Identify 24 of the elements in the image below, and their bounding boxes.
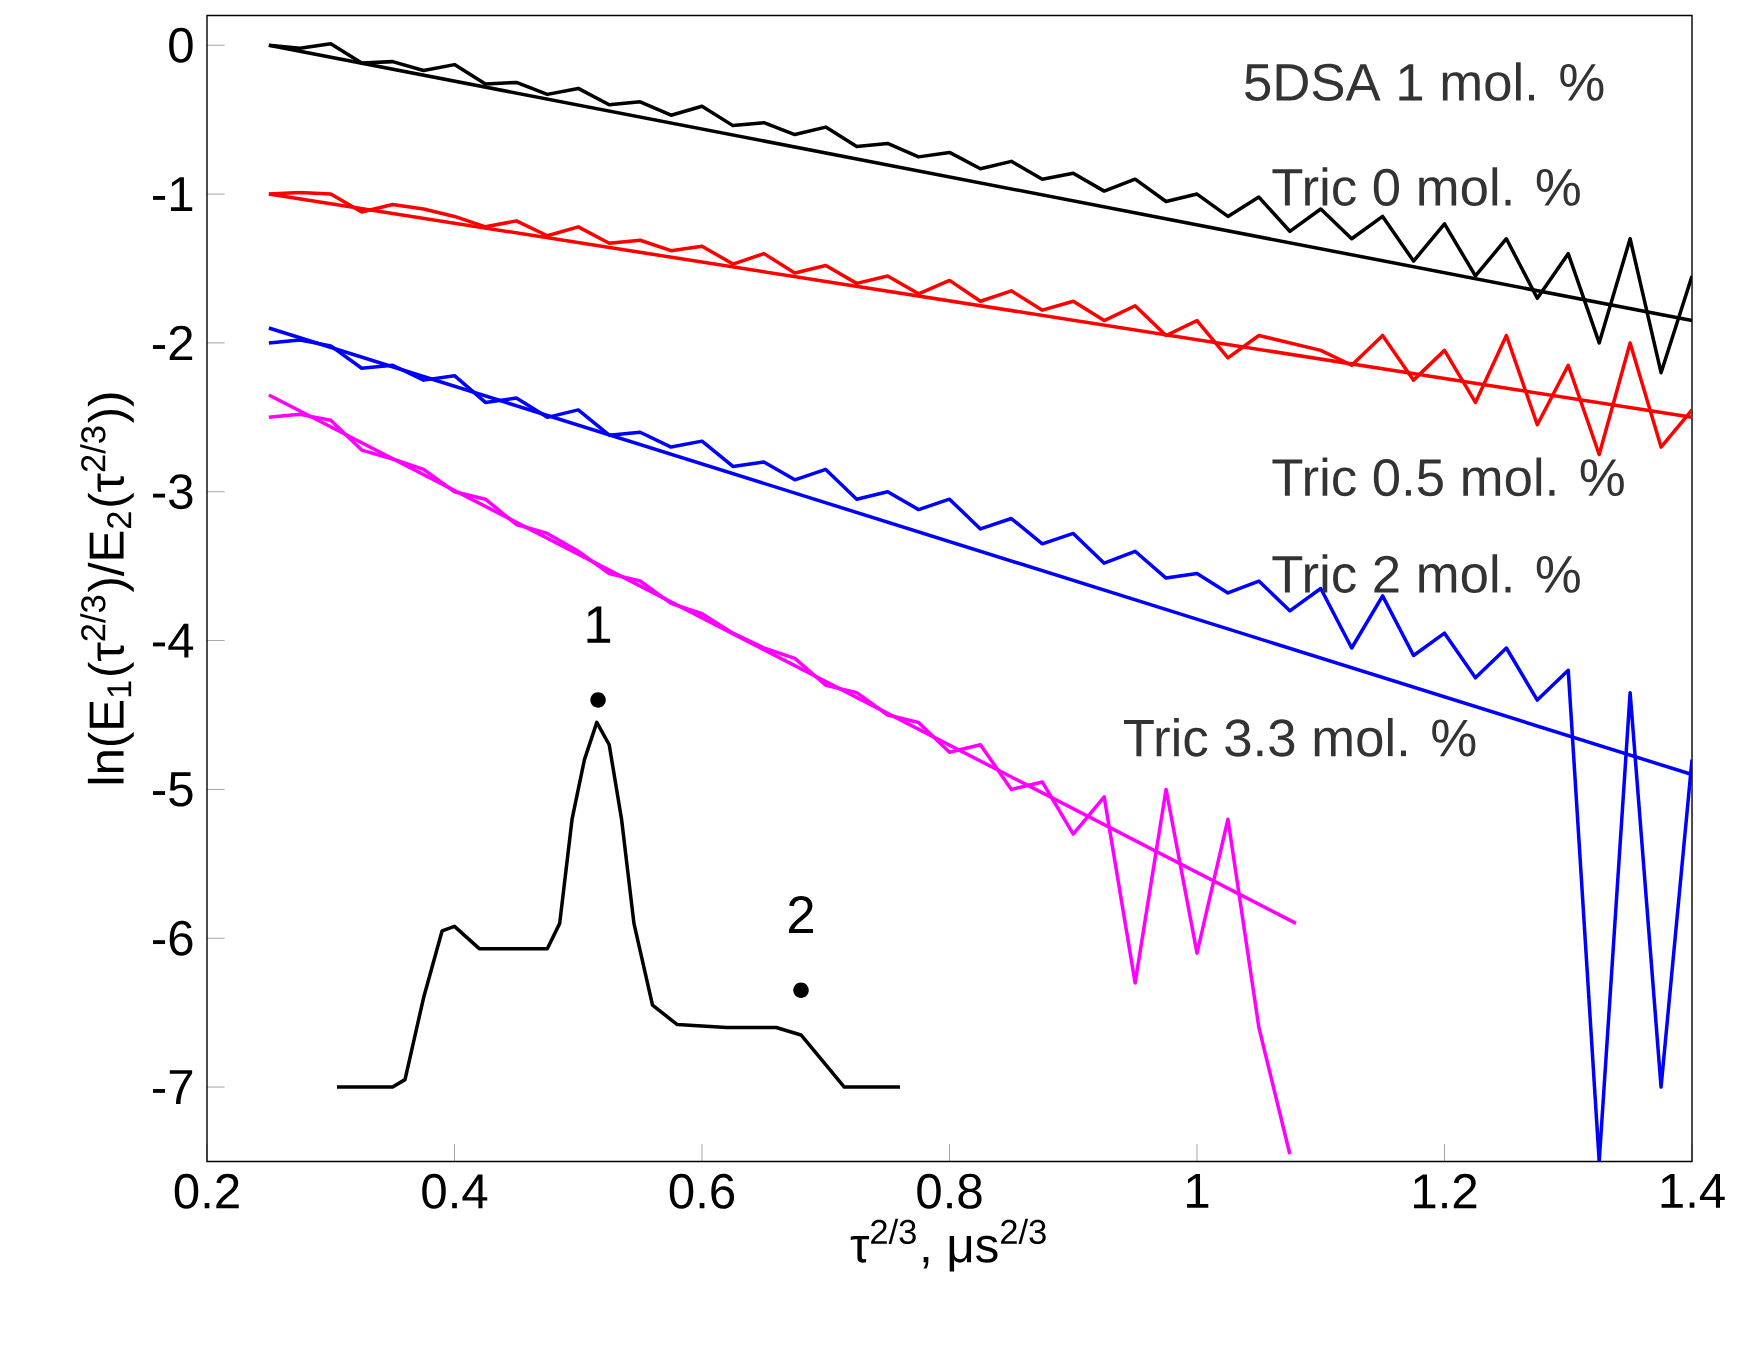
y-tick-label: -4: [153, 623, 194, 658]
series-label: Tric 2 mol. %: [1272, 554, 1580, 593]
x-tick-label: 0.6: [669, 1173, 735, 1209]
y-tick-label: 0: [169, 27, 193, 63]
x-axis-title: τ$^{2/3}$, μs$^{2/3}$: [850, 1218, 1046, 1272]
x-tick-label: 0.4: [422, 1173, 488, 1209]
x-tick-label: 1: [1187, 1173, 1209, 1208]
x-tick-label: 0.2: [174, 1173, 239, 1209]
x-tick-label: 0.8: [917, 1173, 982, 1209]
series-label: Tric 0.5 mol. %: [1272, 457, 1624, 497]
text: ln(E$_{1}$(τ$^{2/3}$)/E$_{2}$(τ$^{2/3}$)): [80, 393, 134, 784]
y-tick-label: -5: [153, 772, 193, 807]
y-tick-label: -1: [153, 177, 193, 212]
x-tick-label: 1.4: [1661, 1173, 1725, 1208]
y-tick-label: -6: [153, 920, 193, 956]
series-label: Tric 3.3 mol. %: [1123, 717, 1476, 757]
annotation: 2: [788, 896, 814, 933]
annotation: 1: [587, 606, 611, 643]
series-label: Tric 0 mol. %: [1272, 167, 1580, 206]
y-tick-label: -3: [153, 474, 193, 510]
annotation: 5DSA 1 mol. %: [1245, 62, 1604, 101]
x-tick-label: 1.2: [1414, 1173, 1477, 1209]
y-tick-label: -2: [153, 325, 193, 361]
y-tick-label: -7: [153, 1070, 193, 1104]
